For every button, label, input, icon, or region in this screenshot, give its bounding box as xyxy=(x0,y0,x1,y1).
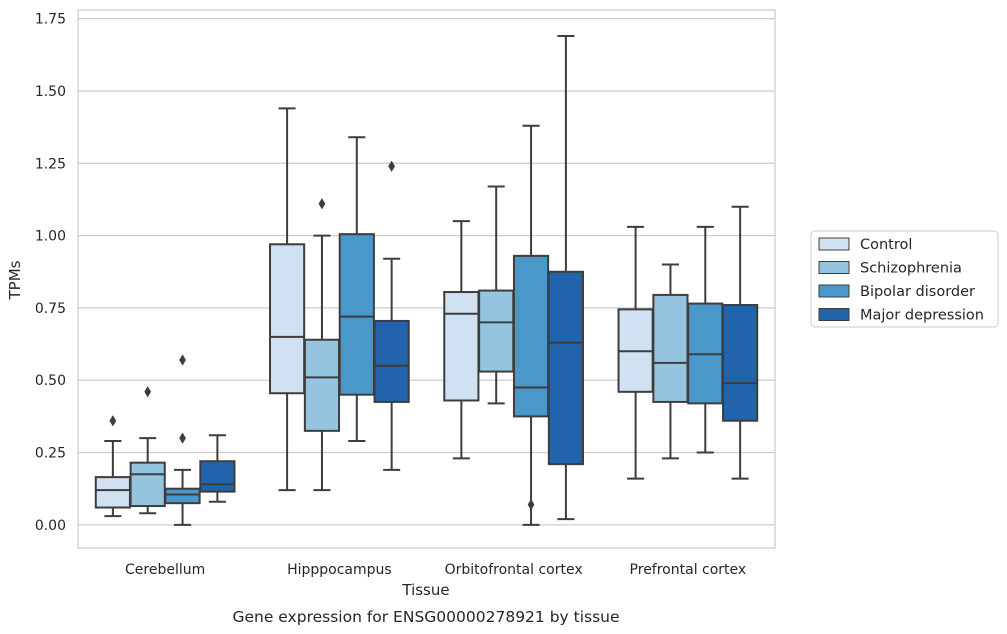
box xyxy=(269,107,306,492)
box xyxy=(687,225,724,454)
box-body xyxy=(269,243,306,395)
legend-label: Major depression xyxy=(860,308,984,324)
x-tick-label: Orbitofrontal cortex xyxy=(445,562,583,578)
legend-swatch xyxy=(818,308,850,321)
gridlines xyxy=(78,18,775,526)
box-body xyxy=(722,304,759,422)
box-body xyxy=(652,293,689,403)
series-schizophrenia xyxy=(129,185,689,515)
y-tick-labels: 0.00 0.25 0.50 0.75 1.00 1.25 1.50 1.75 xyxy=(35,12,66,534)
series-control xyxy=(94,107,654,518)
legend-swatch xyxy=(818,284,850,298)
outlier-point xyxy=(527,498,535,511)
series-major-depression xyxy=(199,35,759,521)
y-tick-label: 1.50 xyxy=(35,84,66,100)
plot-frame xyxy=(77,9,776,549)
box xyxy=(338,136,375,442)
legend-label: Bipolar disorder xyxy=(860,284,975,300)
x-tick-label: Prefrontal cortex xyxy=(630,562,747,578)
outlier-point xyxy=(388,160,396,172)
y-tick-label: 1.25 xyxy=(35,156,66,172)
y-axis-label: TPMs xyxy=(6,260,24,300)
outlier-point xyxy=(179,432,186,444)
legend-frame xyxy=(810,230,999,328)
x-tick-label: Hipppocampus xyxy=(287,562,392,578)
box-body xyxy=(443,291,480,402)
box-body xyxy=(512,254,550,418)
box xyxy=(94,415,131,518)
box xyxy=(164,354,201,526)
y-tick-label: 0.00 xyxy=(35,518,66,534)
outlier-point xyxy=(109,415,117,427)
legend-swatch xyxy=(818,261,850,274)
y-tick-label: 0.50 xyxy=(35,373,66,389)
box-body xyxy=(164,487,201,505)
y-tick-label: 1.00 xyxy=(35,229,66,245)
box xyxy=(443,220,480,460)
box xyxy=(547,35,584,521)
box xyxy=(617,225,654,480)
box xyxy=(129,386,166,515)
box xyxy=(373,160,410,471)
y-tick-label: 0.75 xyxy=(35,301,66,317)
outlier-point xyxy=(144,386,152,398)
series-bipolar-disorder xyxy=(164,124,724,526)
legend-item: Control xyxy=(818,237,912,253)
box xyxy=(722,205,759,480)
box-body xyxy=(338,233,375,396)
box xyxy=(199,434,236,503)
x-tick-label: Cerebellum xyxy=(125,562,205,578)
box-series xyxy=(94,35,759,526)
legend-label: Control xyxy=(860,237,912,253)
x-axis-label: Tissue xyxy=(401,581,449,599)
box xyxy=(478,185,515,405)
outlier-point xyxy=(179,354,186,366)
box-body xyxy=(303,338,341,432)
chart-caption: Gene expression for ENSG00000278921 by t… xyxy=(232,608,619,626)
box-body xyxy=(129,461,166,508)
y-tick-label: 1.75 xyxy=(35,12,66,28)
legend-item: Schizophrenia xyxy=(818,261,962,277)
x-tick-labels: Cerebellum Hipppocampus Orbitofrontal cort… xyxy=(125,562,746,578)
outlier-point xyxy=(318,198,326,210)
box xyxy=(303,198,341,492)
legend-item: Major depression xyxy=(818,308,984,324)
box-body xyxy=(94,476,131,509)
box-body xyxy=(478,289,515,373)
legend: Control Schizophrenia Bipolar disorder Majo… xyxy=(810,230,999,328)
box-body xyxy=(199,460,236,493)
legend-swatch xyxy=(818,237,850,251)
box-body xyxy=(547,270,584,466)
box-body xyxy=(373,319,410,403)
box xyxy=(512,124,550,526)
legend-label: Schizophrenia xyxy=(860,261,962,277)
box xyxy=(652,263,689,460)
y-tick-label: 0.25 xyxy=(35,446,66,462)
legend-item: Bipolar disorder xyxy=(818,284,975,300)
